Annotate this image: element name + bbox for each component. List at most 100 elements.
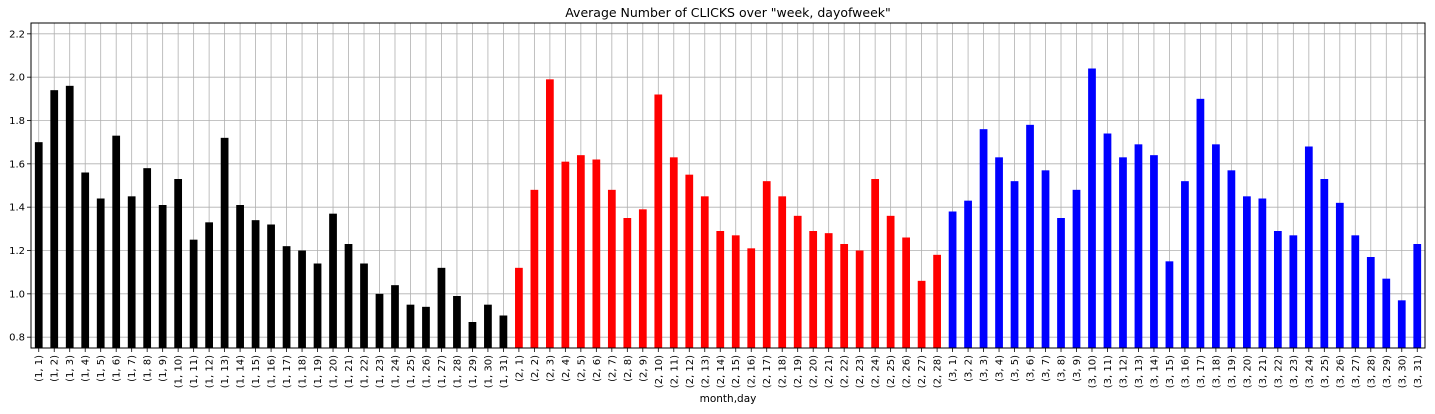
bar bbox=[329, 213, 337, 348]
x-tick-label: (3, 29) bbox=[1382, 355, 1393, 388]
x-tick-label: (2, 9) bbox=[638, 355, 649, 382]
x-tick-label: (1, 1) bbox=[34, 355, 45, 382]
bar bbox=[654, 94, 663, 348]
bar bbox=[917, 280, 926, 348]
x-tick-label: (3, 31) bbox=[1413, 355, 1424, 388]
x-tick-label: (1, 25) bbox=[406, 355, 417, 388]
x-tick-label: (1, 6) bbox=[112, 355, 123, 382]
bar bbox=[1304, 146, 1313, 348]
x-tick-label: (3, 12) bbox=[1118, 355, 1129, 388]
bar bbox=[623, 218, 632, 348]
bar bbox=[1026, 124, 1034, 348]
bar bbox=[437, 267, 446, 348]
bar bbox=[1243, 196, 1251, 348]
y-tick-label: 2.0 bbox=[9, 73, 25, 84]
bar bbox=[484, 304, 492, 348]
x-tick-label: (3, 11) bbox=[1103, 355, 1114, 388]
x-tick-label: (1, 14) bbox=[236, 355, 247, 388]
bar bbox=[886, 215, 895, 348]
y-tick-label: 0.8 bbox=[9, 333, 25, 344]
bar bbox=[282, 246, 291, 348]
x-tick-label: (1, 8) bbox=[143, 355, 154, 382]
x-tick-label: (3, 7) bbox=[1041, 355, 1052, 382]
bar bbox=[778, 196, 787, 348]
x-tick-label: (1, 26) bbox=[421, 355, 432, 388]
x-tick-label: (2, 23) bbox=[855, 355, 866, 388]
bar bbox=[422, 306, 430, 348]
bar bbox=[1165, 261, 1174, 348]
x-tick-label: (1, 16) bbox=[267, 355, 278, 388]
x-tick-label: (3, 14) bbox=[1149, 355, 1160, 388]
x-tick-label: (2, 22) bbox=[840, 355, 851, 388]
x-axis-label: month,day bbox=[700, 393, 757, 405]
x-tick-label: (3, 16) bbox=[1180, 355, 1191, 388]
x-tick-label: (1, 18) bbox=[298, 355, 309, 388]
bar bbox=[840, 244, 849, 348]
x-tick-label: (1, 12) bbox=[205, 355, 216, 388]
bar bbox=[546, 79, 554, 348]
bar bbox=[220, 137, 229, 348]
bar bbox=[236, 205, 244, 348]
x-tick-label: (1, 17) bbox=[282, 355, 293, 388]
x-tick-label: (3, 28) bbox=[1366, 355, 1377, 388]
bar bbox=[995, 157, 1003, 348]
bar bbox=[1057, 218, 1065, 348]
bar bbox=[1010, 181, 1019, 348]
bar bbox=[81, 172, 90, 348]
x-tick-label: (1, 7) bbox=[127, 355, 138, 382]
x-tick-label: (1, 19) bbox=[313, 355, 324, 388]
x-tick-label: (1, 22) bbox=[360, 355, 371, 388]
bar bbox=[902, 237, 910, 348]
bar bbox=[1351, 235, 1360, 348]
x-tick-label: (1, 10) bbox=[174, 355, 185, 388]
bar bbox=[638, 209, 647, 348]
x-tick-label: (3, 10) bbox=[1087, 355, 1098, 388]
x-tick-label: (2, 13) bbox=[700, 355, 711, 388]
x-tick-label: (2, 5) bbox=[576, 355, 587, 382]
x-tick-label: (2, 1) bbox=[514, 355, 525, 382]
bar bbox=[96, 198, 105, 348]
bar bbox=[515, 267, 523, 348]
x-tick-label: (3, 2) bbox=[964, 355, 975, 382]
x-tick-label: (2, 21) bbox=[824, 355, 835, 388]
bar bbox=[205, 222, 213, 348]
x-tick-label: (3, 3) bbox=[979, 355, 990, 382]
bar bbox=[50, 90, 59, 349]
chart-title: Average Number of CLICKS over "week, day… bbox=[565, 5, 891, 20]
bar bbox=[1134, 144, 1143, 348]
y-tick-label: 2.2 bbox=[9, 29, 25, 40]
x-tick-label: (1, 3) bbox=[65, 355, 76, 382]
y-tick-label: 1.4 bbox=[9, 203, 25, 214]
bar bbox=[267, 224, 275, 348]
bars bbox=[34, 68, 1422, 349]
bar bbox=[700, 196, 709, 348]
bar bbox=[669, 157, 678, 348]
x-tick-label: (2, 3) bbox=[545, 355, 556, 382]
bar bbox=[189, 239, 198, 348]
x-tick-label: (1, 29) bbox=[468, 355, 479, 388]
bar bbox=[298, 250, 306, 348]
bar bbox=[65, 85, 74, 348]
x-tick-label: (2, 16) bbox=[747, 355, 758, 388]
plot-frame bbox=[30, 22, 1426, 349]
x-tick-label: (3, 15) bbox=[1165, 355, 1176, 388]
bar bbox=[453, 296, 461, 348]
bar bbox=[468, 322, 477, 348]
bar bbox=[127, 196, 136, 348]
x-tick-label: (1, 31) bbox=[499, 355, 510, 388]
x-tick-label: (1, 28) bbox=[452, 355, 463, 388]
x-tick-label: (1, 13) bbox=[220, 355, 231, 388]
x-tick-label: (1, 30) bbox=[483, 355, 494, 388]
x-axis-ticks: (1, 1) (1, 2) (1, 3) (1, 4) (1, 5) (1, 6) (1, … bbox=[34, 348, 1424, 388]
bar bbox=[344, 244, 353, 348]
bar bbox=[499, 315, 508, 348]
x-tick-label: (2, 24) bbox=[871, 355, 882, 388]
y-axis-ticks: 0.8 1.0 1.2 1.4 1.6 1.8 2.0 2.2 bbox=[9, 29, 31, 344]
x-tick-label: (1, 20) bbox=[329, 355, 340, 388]
bar bbox=[1366, 257, 1375, 348]
x-tick-label: (3, 8) bbox=[1057, 355, 1068, 382]
x-tick-label: (2, 27) bbox=[917, 355, 928, 388]
bar bbox=[251, 220, 260, 348]
x-tick-label: (2, 6) bbox=[592, 355, 603, 382]
